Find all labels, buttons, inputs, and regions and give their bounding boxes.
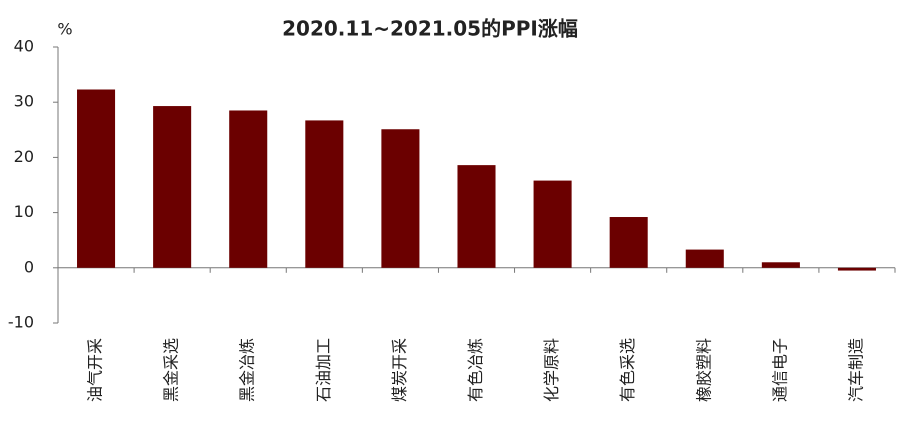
x-tick-label: 通信电子 <box>770 338 789 402</box>
y-tick-label: 20 <box>14 147 34 166</box>
bar <box>229 110 268 268</box>
bar <box>457 165 496 268</box>
x-tick-label: 黑金采选 <box>162 338 181 402</box>
y-tick-label: 30 <box>14 92 34 111</box>
bar <box>685 249 724 268</box>
bar <box>153 106 192 268</box>
bar <box>533 180 572 268</box>
y-tick-label: 10 <box>14 202 34 221</box>
x-tick-label: 有色采选 <box>618 338 637 402</box>
x-tick-label: 有色冶炼 <box>466 338 485 402</box>
x-tick-label: 汽车制造 <box>846 338 865 402</box>
bar <box>761 262 800 268</box>
x-tick-label: 化学原料 <box>542 338 561 402</box>
bar <box>837 267 876 271</box>
y-tick-label: 40 <box>14 37 34 56</box>
bar <box>77 89 116 268</box>
x-tick-label: 煤炭开采 <box>390 338 409 402</box>
bar <box>305 120 344 268</box>
bar <box>381 129 420 268</box>
x-tick-label: 油气开采 <box>86 338 105 402</box>
y-tick-label: -10 <box>8 313 34 332</box>
bar <box>609 217 648 268</box>
x-tick-label: 石油加工 <box>314 338 333 402</box>
y-tick-label: 0 <box>24 257 34 276</box>
y-unit: % <box>57 20 72 39</box>
x-tick-label: 橡胶塑料 <box>694 338 713 402</box>
x-tick-label: 黑金冶炼 <box>238 338 257 402</box>
chart-title: 2020.11~2021.05的PPI涨幅 <box>282 17 578 41</box>
